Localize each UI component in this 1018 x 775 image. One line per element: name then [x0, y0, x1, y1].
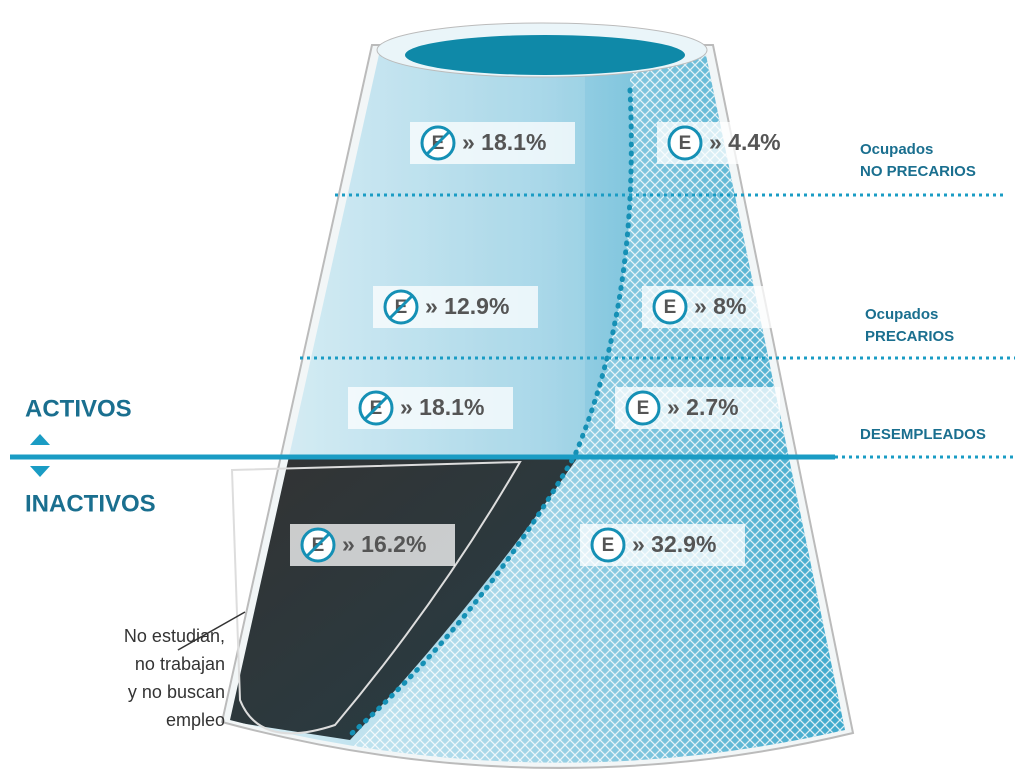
icon: [652, 289, 688, 325]
category-label: DESEMPLEADOS: [860, 426, 986, 443]
icon: [590, 527, 626, 563]
value-label: » 12.9%: [425, 293, 509, 319]
value-label: » 18.1%: [400, 394, 484, 420]
activos-label: ACTIVOS: [25, 395, 132, 422]
divider-lines: [10, 193, 1015, 651]
icon-letter: E: [679, 133, 692, 154]
value-label: » 2.7%: [667, 394, 739, 420]
note-line: No estudian,: [124, 626, 225, 646]
icon: [625, 390, 661, 426]
icon: [667, 125, 703, 161]
category-label: Ocupados: [865, 306, 938, 323]
note-line: y no buscan: [128, 682, 225, 702]
value-label: » 8%: [694, 293, 746, 319]
icon-letter: E: [602, 535, 615, 556]
inactivos-label: INACTIVOS: [25, 490, 156, 517]
category-label: NO PRECARIOS: [860, 163, 976, 180]
category-label: Ocupados: [860, 141, 933, 158]
note-line: empleo: [166, 710, 225, 730]
icon-letter: E: [637, 398, 650, 419]
icon-slash: [424, 129, 452, 157]
value-label: » 32.9%: [632, 531, 716, 557]
category-label: PRECARIOS: [865, 328, 954, 345]
icon-letter: E: [664, 297, 677, 318]
icon-slash: [362, 394, 390, 422]
labels: E» 18.1%E» 4.4%E» 12.9%E» 8%E» 18.1%E» 2…: [124, 122, 986, 730]
note-line: no trabajan: [135, 654, 225, 674]
icon-slash: [304, 531, 332, 559]
value-label: » 16.2%: [342, 531, 426, 557]
value-label: » 18.1%: [462, 129, 546, 155]
value-label: » 4.4%: [709, 129, 781, 155]
icon-slash: [387, 293, 415, 321]
